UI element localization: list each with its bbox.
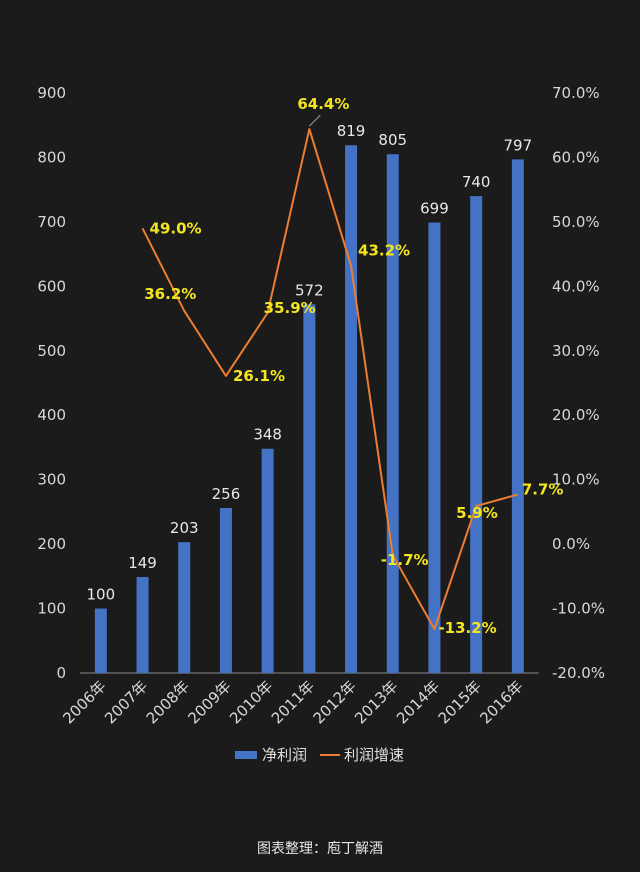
x-tick-label: 2006年 bbox=[59, 677, 109, 727]
line-value-label: 7.7% bbox=[522, 480, 564, 498]
right-tick-label: 30.0% bbox=[552, 342, 600, 360]
bar bbox=[511, 159, 524, 673]
left-tick-label: 900 bbox=[37, 84, 66, 102]
bar-value-label: 100 bbox=[87, 586, 116, 604]
bar bbox=[219, 508, 232, 673]
bar-value-label: 203 bbox=[170, 519, 199, 537]
bar-value-label: 699 bbox=[420, 200, 449, 218]
growth-line bbox=[141, 128, 519, 631]
bar bbox=[178, 542, 191, 673]
left-tick-label: 100 bbox=[37, 600, 66, 618]
bar bbox=[345, 145, 358, 673]
line-value-label: 43.2% bbox=[358, 242, 410, 260]
x-tick-label: 2011年 bbox=[268, 677, 318, 727]
x-tick-label: 2007年 bbox=[101, 677, 151, 727]
legend: 净利润 利润增速 bbox=[235, 746, 404, 764]
right-tick-label: 50.0% bbox=[552, 213, 600, 231]
bar-value-label: 819 bbox=[337, 122, 366, 140]
right-tick-label: 70.0% bbox=[552, 84, 600, 102]
bar-series bbox=[94, 145, 524, 674]
peak-leader-line bbox=[308, 114, 321, 127]
line-value-label: 49.0% bbox=[150, 219, 202, 237]
bar bbox=[386, 154, 399, 673]
line-value-label: 64.4% bbox=[297, 95, 349, 113]
left-tick-label: 800 bbox=[37, 148, 66, 166]
right-tick-label: 0.0% bbox=[552, 535, 590, 553]
right-tick-label: 40.0% bbox=[552, 277, 600, 295]
right-tick-label: -10.0% bbox=[552, 600, 605, 618]
legend-bar-label: 净利润 bbox=[262, 746, 307, 764]
line-value-label: 5.9% bbox=[456, 504, 498, 522]
bar-value-label: 740 bbox=[462, 173, 491, 191]
left-tick-label: 600 bbox=[37, 277, 66, 295]
x-tick-label: 2009年 bbox=[184, 677, 234, 727]
left-tick-label: 200 bbox=[37, 535, 66, 553]
source-note: 图表整理：庖丁解酒 bbox=[257, 841, 383, 857]
bar-value-label: 149 bbox=[128, 554, 157, 572]
line-value-label: -1.7% bbox=[381, 551, 429, 569]
bar bbox=[94, 608, 107, 673]
line-value-label: -13.2% bbox=[438, 619, 496, 637]
line-series bbox=[141, 114, 519, 631]
x-tick-label: 2012年 bbox=[310, 677, 360, 727]
left-tick-label: 500 bbox=[37, 342, 66, 360]
bar-value-label: 348 bbox=[253, 426, 282, 444]
right-tick-label: 60.0% bbox=[552, 148, 600, 166]
x-axis-ticks: 2006年2007年2008年2009年2010年2011年2012年2013年… bbox=[59, 677, 526, 727]
right-axis: -20.0% -10.0% 0.0% 10.0% 20.0% 30.0% 40.0% 50.0… bbox=[552, 84, 605, 682]
x-tick-label: 2008年 bbox=[143, 677, 193, 727]
x-tick-label: 2016年 bbox=[476, 677, 526, 727]
legend-line-label: 利润增速 bbox=[344, 746, 404, 764]
x-tick-label: 2010年 bbox=[226, 677, 276, 727]
bar-value-label: 805 bbox=[378, 131, 407, 149]
bar-value-label: 256 bbox=[212, 485, 241, 503]
legend-bar-swatch bbox=[235, 751, 257, 759]
bar bbox=[136, 576, 149, 673]
left-tick-label: 400 bbox=[37, 406, 66, 424]
bar-labels: 100 149 203 256 348 572 819 805 699 740 797 bbox=[87, 122, 533, 603]
line-value-label: 36.2% bbox=[144, 285, 196, 303]
left-axis: 0 100 200 300 400 500 600 700 800 900 bbox=[37, 84, 66, 682]
right-tick-label: -20.0% bbox=[552, 664, 605, 682]
left-tick-label: 0 bbox=[56, 664, 66, 682]
left-tick-label: 300 bbox=[37, 471, 66, 489]
bar-value-label: 572 bbox=[295, 281, 324, 299]
line-value-label: 35.9% bbox=[264, 299, 316, 317]
bar bbox=[261, 448, 274, 673]
line-labels: 49.0% 36.2% 26.1% 35.9% 64.4% 43.2% -1.7% -13.2… bbox=[144, 95, 563, 637]
line-value-label: 26.1% bbox=[233, 367, 285, 385]
right-tick-label: 20.0% bbox=[552, 406, 600, 424]
right-tick-label: 10.0% bbox=[552, 471, 600, 489]
bar-value-label: 797 bbox=[504, 136, 533, 154]
x-tick-label: 2013年 bbox=[351, 677, 401, 727]
x-tick-label: 2014年 bbox=[393, 677, 443, 727]
bar bbox=[470, 196, 483, 673]
left-tick-label: 700 bbox=[37, 213, 66, 231]
x-tick-label: 2015年 bbox=[435, 677, 485, 727]
bar bbox=[303, 304, 316, 673]
bar bbox=[428, 222, 441, 674]
